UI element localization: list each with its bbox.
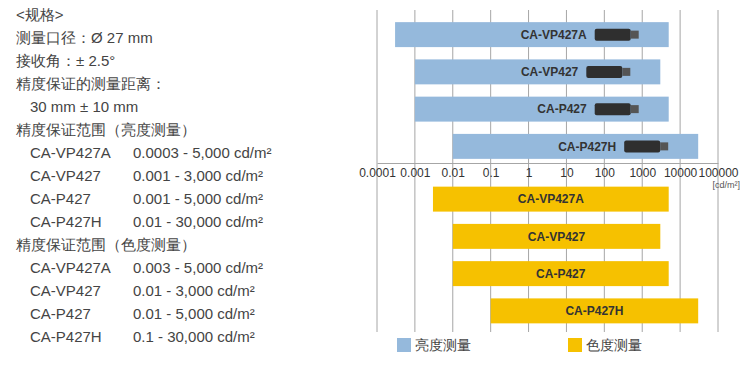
bar-label: CA-P427H	[558, 140, 616, 154]
x-axis-title: [cd/m²]	[712, 180, 740, 190]
legend-swatch	[568, 338, 582, 352]
x-axis: 0.0001 0.001 0.01 0.1 1 10 100 1000 10000100000	[359, 163, 739, 180]
chart-root: <规格> 测量口径：Ø 27 mm 接收角：± 2.5° 精度保证的测量距离： 30 m…	[0, 0, 744, 378]
spec-range: 0.003 - 5,000 cd/m²	[133, 259, 263, 276]
x-tick-label: 100	[595, 166, 615, 180]
x-tick-label: 1000	[629, 166, 656, 180]
grid	[377, 10, 718, 332]
spec-line: 精度保证的测量距离：	[16, 75, 166, 92]
series-bars	[395, 22, 698, 159]
x-tick: 0.001	[400, 163, 430, 180]
bar	[395, 22, 669, 47]
bar	[453, 134, 698, 159]
bar-label: CA-VP427A	[518, 192, 584, 206]
legend-label: 色度测量	[586, 337, 642, 353]
bar-label: CA-VP427	[528, 230, 586, 244]
bar-label: CA-P427H	[565, 304, 623, 318]
bar-label: CA-P427	[536, 267, 586, 281]
bar	[453, 224, 661, 249]
x-tick: 1	[526, 163, 533, 180]
x-tick-label: 0.0001	[359, 166, 396, 180]
bar	[453, 261, 669, 286]
bar-label: CA-P427	[537, 102, 587, 116]
x-tick: 1000	[629, 163, 656, 180]
camera-lens	[631, 31, 639, 39]
spec-title: <规格>	[16, 6, 64, 23]
bar	[491, 298, 699, 323]
bar	[433, 187, 669, 212]
camera-lens	[622, 68, 630, 76]
spec-panel: <规格> 测量口径：Ø 27 mm 接收角：± 2.5° 精度保证的测量距离： 30 m…	[16, 6, 271, 345]
series-bars	[433, 187, 698, 324]
legend: 亮度测量 色度测量	[397, 337, 642, 353]
x-axis-line	[378, 163, 719, 164]
spec-model: CA-P427	[30, 305, 91, 322]
x-tick: 10	[560, 163, 574, 180]
spec-range: 0.0003 - 5,000 cd/m²	[133, 144, 271, 161]
x-tick-label: 10000	[664, 166, 698, 180]
spec-line: 接收角：± 2.5°	[16, 52, 115, 69]
page: <规格> 测量口径：Ø 27 mm 接收角：± 2.5° 精度保证的测量距离： 30 m…	[0, 0, 744, 378]
spec-model: CA-VP427	[30, 282, 101, 299]
legend-label: 亮度测量	[415, 337, 471, 353]
spec-model: CA-VP427	[30, 167, 101, 184]
spec-range: 0.01 - 30,000 cd/m²	[133, 213, 263, 230]
spec-range: 0.1 - 30,000 cd/m²	[133, 328, 255, 345]
bar	[415, 97, 669, 122]
x-tick-label: 0.001	[400, 166, 430, 180]
spec-model: CA-P427H	[30, 328, 102, 345]
x-tick: 10000	[664, 163, 698, 180]
camera-icon	[595, 103, 631, 115]
bar-labels: CA-VP427A CA-VP427 CA-P427 CA-P427H CA-VP427…	[518, 28, 624, 318]
spec-heading: 精度保证范围（色度测量）	[16, 236, 196, 253]
spec-range: 0.01 - 3,000 cd/m²	[133, 282, 255, 299]
spec-range: 0.001 - 3,000 cd/m²	[133, 167, 263, 184]
x-tick-label: 0.1	[483, 166, 500, 180]
x-tick: 100	[595, 163, 615, 180]
camera-lens	[631, 105, 639, 113]
spec-model: CA-P427H	[30, 213, 102, 230]
spec-distance: 30 mm ± 10 mm	[30, 98, 138, 115]
camera-icon	[586, 66, 622, 78]
camera-lens	[660, 142, 668, 150]
spec-range: 0.01 - 5,000 cd/m²	[133, 305, 255, 322]
plot-area	[395, 22, 698, 323]
x-tick: 0.01	[442, 163, 466, 180]
spec-model: CA-VP427A	[30, 144, 111, 161]
x-tick-label: 1	[526, 166, 533, 180]
x-tick-label: 0.01	[442, 166, 466, 180]
x-tick-label: 100000	[698, 166, 738, 180]
x-tick: 100000	[698, 163, 738, 180]
bar-label: CA-VP427A	[521, 28, 587, 42]
spec-heading: 精度保证范围（亮度测量）	[16, 121, 196, 138]
spec-range: 0.001 - 5,000 cd/m²	[133, 190, 263, 207]
bar-label: CA-VP427	[521, 65, 579, 79]
spec-model: CA-P427	[30, 190, 91, 207]
camera-icon	[595, 29, 631, 41]
bar	[415, 59, 660, 84]
camera-icon	[624, 140, 660, 152]
icons	[586, 29, 668, 153]
x-tick: 0.1	[483, 163, 500, 180]
legend-swatch	[397, 338, 411, 352]
x-tick-label: 10	[560, 166, 574, 180]
spec-model: CA-VP427A	[30, 259, 111, 276]
x-tick: 0.0001	[359, 163, 396, 180]
spec-line: 测量口径：Ø 27 mm	[16, 29, 153, 46]
